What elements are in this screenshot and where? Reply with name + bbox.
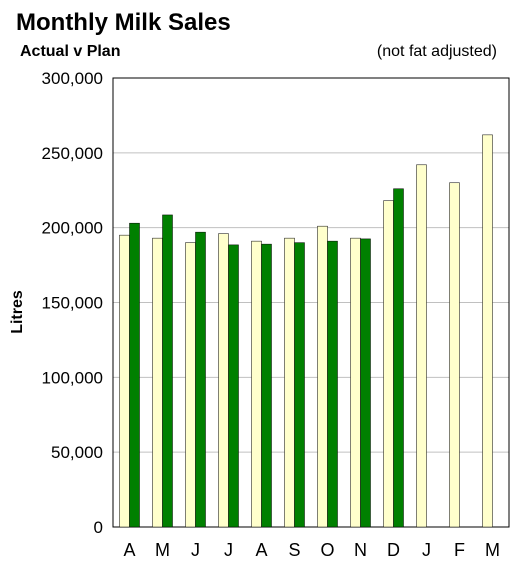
x-tick-label: F	[454, 540, 465, 560]
x-tick-label: A	[123, 540, 135, 560]
x-tick-label: O	[320, 540, 334, 560]
bar-series-1	[449, 182, 460, 528]
gridlines	[113, 152, 509, 453]
x-tick-label: J	[224, 540, 233, 560]
bar-series-1	[185, 242, 196, 528]
bar-series-2	[228, 244, 239, 528]
plot-area	[112, 77, 510, 528]
x-tick-label: J	[191, 540, 200, 560]
bar-series-2	[129, 222, 140, 528]
x-tick-label: M	[155, 540, 170, 560]
bar-series-1	[350, 237, 361, 528]
bar-series-1	[416, 164, 427, 528]
bar-series-2	[294, 242, 305, 528]
y-tick-label: 250,000	[42, 144, 103, 163]
y-tick-label: 100,000	[42, 368, 103, 387]
bar-series-1	[218, 233, 229, 528]
x-tick-label: D	[387, 540, 400, 560]
bar-series-2	[327, 240, 338, 528]
y-tick-label: 150,000	[42, 294, 103, 313]
bar-series-1	[119, 234, 130, 528]
bar-series-1	[482, 134, 493, 528]
bar-series-2	[261, 243, 272, 528]
bar-series-2	[393, 188, 404, 528]
x-tick-label: S	[288, 540, 300, 560]
x-tick-label: M	[485, 540, 500, 560]
y-tick-label: 300,000	[42, 69, 103, 88]
bar-series-1	[251, 240, 262, 528]
x-tick-label: A	[255, 540, 267, 560]
y-tick-label: 0	[94, 518, 103, 537]
y-axis-label: Litres	[9, 290, 26, 334]
bar-series-2	[360, 238, 371, 528]
chart-note: (not fat adjusted)	[377, 43, 497, 60]
bar-series-1	[317, 225, 328, 528]
y-axis-ticks: 0 50,000 100,000 150,000 200,000 250,000 300,0…	[42, 69, 103, 537]
chart-subtitle: Actual v Plan	[20, 43, 120, 60]
bars	[119, 134, 493, 528]
x-tick-label: N	[354, 540, 367, 560]
y-tick-label: 50,000	[51, 443, 103, 462]
bar-series-2	[162, 214, 173, 528]
bar-series-2	[195, 231, 206, 528]
bar-series-1	[152, 237, 163, 528]
bar-series-1	[383, 200, 394, 528]
x-tick-label: J	[422, 540, 431, 560]
y-tick-label: 200,000	[42, 219, 103, 238]
chart-title: Monthly Milk Sales	[16, 9, 231, 36]
bar-series-1	[284, 237, 295, 528]
